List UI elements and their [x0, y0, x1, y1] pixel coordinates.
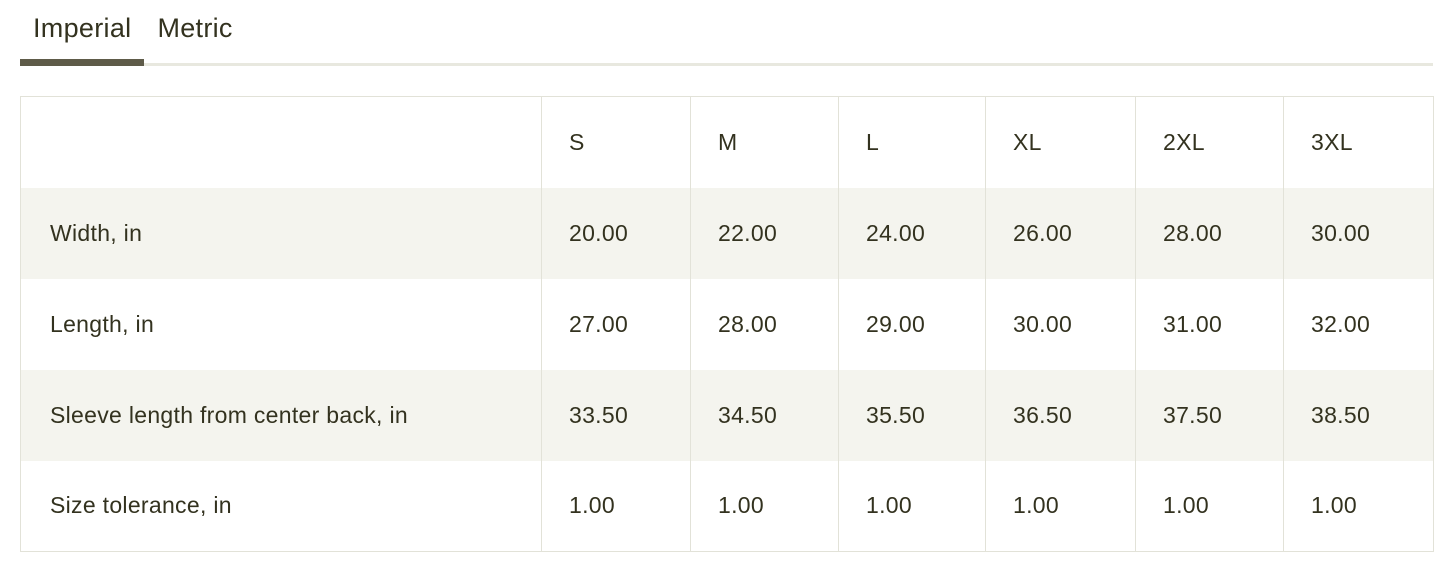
- table-row-width: Width, in 20.00 22.00 24.00 26.00 28.00 …: [20, 187, 1434, 279]
- size-chart-table: S M L XL 2XL 3XL Width, in 20.00 22.00 2…: [20, 96, 1434, 552]
- cell-value: 38.50: [1283, 369, 1434, 461]
- size-column-header: L: [838, 96, 986, 188]
- cell-value: 36.50: [985, 369, 1136, 461]
- cell-value: 34.50: [690, 369, 839, 461]
- cell-value: 37.50: [1135, 369, 1284, 461]
- cell-value: 32.00: [1283, 278, 1434, 370]
- cell-value: 1.00: [1283, 460, 1434, 552]
- cell-value: 30.00: [1283, 187, 1434, 279]
- table-header-row: S M L XL 2XL 3XL: [20, 96, 1434, 188]
- cell-value: 31.00: [1135, 278, 1284, 370]
- row-label: Width, in: [20, 187, 542, 279]
- row-label: Size tolerance, in: [20, 460, 542, 552]
- cell-value: 28.00: [690, 278, 839, 370]
- cell-value: 33.50: [541, 369, 691, 461]
- cell-value: 26.00: [985, 187, 1136, 279]
- tab-imperial[interactable]: Imperial: [20, 13, 145, 66]
- cell-value: 35.50: [838, 369, 986, 461]
- cell-value: 20.00: [541, 187, 691, 279]
- cell-value: 27.00: [541, 278, 691, 370]
- tab-divider: [20, 63, 1433, 66]
- corner-cell: [20, 96, 542, 188]
- cell-value: 30.00: [985, 278, 1136, 370]
- size-column-header: 3XL: [1283, 96, 1434, 188]
- cell-value: 24.00: [838, 187, 986, 279]
- size-column-header: XL: [985, 96, 1136, 188]
- size-column-header: S: [541, 96, 691, 188]
- table-row-sleeve-length: Sleeve length from center back, in 33.50…: [20, 369, 1434, 461]
- cell-value: 1.00: [985, 460, 1136, 552]
- cell-value: 29.00: [838, 278, 986, 370]
- size-column-header: M: [690, 96, 839, 188]
- cell-value: 1.00: [1135, 460, 1284, 552]
- cell-value: 28.00: [1135, 187, 1284, 279]
- size-column-header: 2XL: [1135, 96, 1284, 188]
- unit-tabs: Imperial Metric: [20, 13, 1433, 66]
- row-label: Length, in: [20, 278, 542, 370]
- table-row-length: Length, in 27.00 28.00 29.00 30.00 31.00…: [20, 278, 1434, 370]
- cell-value: 22.00: [690, 187, 839, 279]
- unit-tab-bar: Imperial Metric: [20, 0, 1433, 66]
- cell-value: 1.00: [541, 460, 691, 552]
- row-label: Sleeve length from center back, in: [20, 369, 542, 461]
- cell-value: 1.00: [690, 460, 839, 552]
- table-row-size-tolerance: Size tolerance, in 1.00 1.00 1.00 1.00 1…: [20, 460, 1434, 552]
- tab-metric[interactable]: Metric: [157, 13, 233, 43]
- cell-value: 1.00: [838, 460, 986, 552]
